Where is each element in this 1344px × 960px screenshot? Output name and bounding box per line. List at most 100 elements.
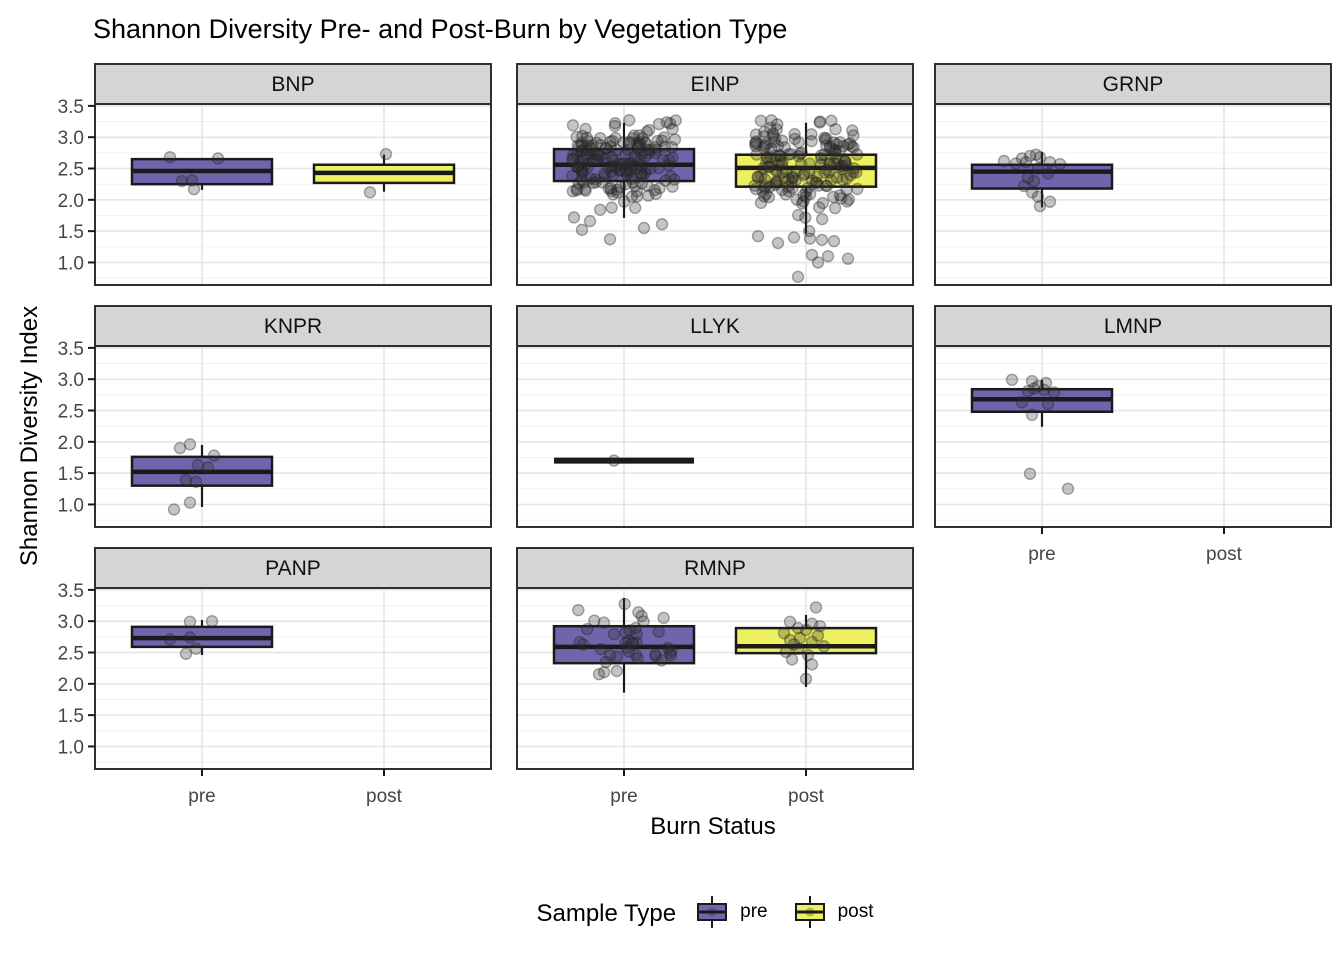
jitter-point [1053, 157, 1067, 171]
jitter-point [173, 441, 187, 455]
jitter-point [1027, 174, 1041, 188]
jitter-point [781, 180, 795, 193]
jitter-point [588, 614, 601, 627]
jitter-point [827, 234, 841, 248]
jitter-point [575, 136, 588, 149]
jitter-point [751, 170, 764, 184]
jitter-point [799, 672, 813, 686]
jitter-point [790, 165, 803, 178]
jitter-point [636, 169, 650, 182]
jitter-point [770, 123, 783, 136]
jitter-point [811, 256, 825, 269]
jitter-point [599, 141, 613, 155]
jitter-point [773, 155, 787, 168]
jitter-point [589, 173, 602, 186]
jitter-point [612, 157, 625, 170]
jitter-point [782, 148, 795, 161]
jitter-point [570, 130, 583, 144]
jitter-point [625, 172, 638, 186]
jitter-point [608, 119, 622, 133]
jitter-point [630, 636, 643, 649]
jitter-point [649, 146, 662, 160]
jitter-point [750, 148, 763, 161]
jitter-point [1031, 190, 1045, 203]
jitter-point [819, 179, 833, 192]
jitter-point [754, 196, 768, 210]
jitter-point [628, 150, 641, 163]
jitter-point [611, 186, 624, 199]
jitter-point [839, 154, 852, 168]
jitter-point [614, 164, 627, 177]
jitter-point [829, 151, 842, 165]
jitter-point [663, 646, 677, 660]
jitter-point [810, 170, 823, 183]
jitter-point [602, 182, 615, 195]
jitter-point [622, 157, 635, 170]
jitter-point [823, 140, 837, 153]
jitter-point [1043, 156, 1057, 169]
jitter-point [637, 615, 650, 628]
jitter-point [802, 224, 816, 238]
jitter-point [630, 162, 644, 175]
jitter-point [831, 157, 844, 171]
jitter-point [799, 623, 813, 637]
jitter-point [820, 163, 833, 176]
jitter-point [639, 136, 653, 150]
jitter-point [185, 174, 199, 187]
jitter-point [798, 167, 811, 180]
facet-strip [934, 305, 1332, 347]
jitter-point [851, 148, 864, 161]
jitter-point [790, 193, 804, 206]
y-tick-label: 1.5 [58, 464, 84, 485]
y-tick-label: 3.0 [58, 370, 84, 391]
jitter-point [620, 168, 633, 181]
jitter-point [183, 615, 197, 629]
jitter-point [605, 201, 618, 214]
jitter-points-pre [566, 114, 682, 246]
jitter-point [576, 166, 589, 179]
jitter-point [607, 627, 621, 641]
jitter-point [582, 139, 595, 152]
jitter-point [842, 193, 856, 206]
y-tick-label: 3.5 [58, 581, 84, 602]
jitter-point [572, 603, 585, 617]
jitter-point [652, 161, 666, 175]
jitter-point [749, 128, 763, 141]
jitter-point [794, 158, 808, 171]
jitter-point [179, 647, 193, 660]
jitter-point [619, 177, 633, 191]
jitter-point [566, 119, 580, 132]
jitter-point [599, 655, 613, 669]
jitter-point [1021, 384, 1035, 398]
jitter-point [835, 159, 848, 173]
jitter-point [829, 147, 842, 160]
jitter-point [1027, 382, 1041, 395]
jitter-point [821, 249, 835, 263]
jitter-point [770, 164, 783, 178]
jitter-point [653, 181, 666, 195]
jitter-point [570, 184, 583, 197]
jitter-point [583, 214, 597, 228]
jitter-point [786, 171, 800, 185]
jitter-point [766, 127, 780, 140]
jitter-point [570, 160, 584, 174]
jitter-point [664, 649, 678, 662]
jitter-points-pre [1005, 373, 1075, 495]
jitter-point [599, 151, 612, 165]
panel-border [516, 345, 914, 528]
jitter-point [579, 122, 592, 136]
jitter-point [840, 195, 854, 208]
jitter-point [759, 179, 772, 193]
jitter-point [575, 145, 588, 158]
jitter-point [778, 172, 791, 185]
jitter-point [758, 139, 771, 152]
jitter-point [805, 134, 818, 148]
facet-GRNP: GRNP [934, 63, 1332, 286]
jitter-point [768, 132, 782, 145]
jitter-point [772, 159, 785, 172]
facet-PANP: PANP 3.5 3.0 2.5 2.0 1.5 1.0 pre post [58, 547, 492, 807]
jitter-point [828, 145, 841, 158]
jitter-point [589, 176, 603, 189]
jitter-point [637, 221, 651, 235]
jitter-point [751, 229, 765, 243]
